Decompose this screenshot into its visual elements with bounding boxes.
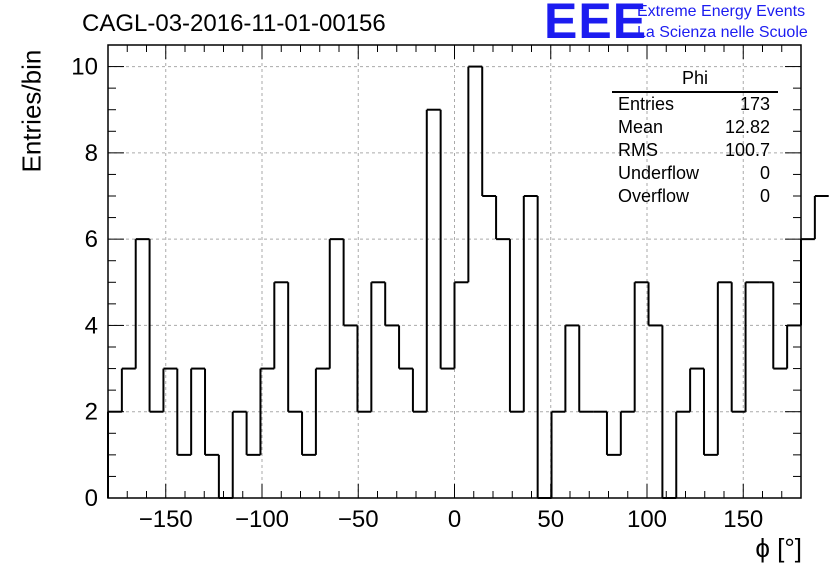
y-tick-label: 10 [71,54,98,81]
stats-row-entries: Entries 173 [612,93,778,116]
x-tick-label: −100 [235,506,289,533]
stats-label: RMS [618,140,658,160]
stats-label: Underflow [618,163,700,183]
stats-label: Overflow [618,186,690,206]
stats-row-mean: Mean 12.82 [612,116,778,139]
y-tick-label: 6 [85,226,98,253]
x-axis-label: ϕ [°] [755,533,802,563]
stats-row-rms: RMS 100.7 [612,139,778,162]
x-tick-label: 0 [448,506,461,533]
stats-row-overflow: Overflow 0 [612,185,778,208]
logo-subtitle-line2: La Scienza nelle Scuole [637,24,808,41]
y-tick-label: 0 [85,485,98,512]
stats-title: Phi [612,68,778,93]
stats-label: Mean [618,117,664,137]
x-tick-label: −150 [139,506,193,533]
stats-box: Phi Entries 173 Mean 12.82 RMS 100.7 Und… [612,68,778,208]
tick-labels: −150 −100 −50 0 50 100 150 0 2 4 6 8 10 [71,54,763,533]
stats-row-underflow: Underflow 0 [612,162,778,185]
stats-value: 173 [739,94,770,114]
y-tick-label: 8 [85,140,98,167]
y-tick-label: 2 [85,399,98,426]
stats-value: 0 [759,186,770,206]
x-tick-label: −50 [338,506,379,533]
logo-subtitle-line1: Extreme Energy Events [637,3,806,20]
stats-value: 100.7 [724,140,770,160]
x-tick-label: 100 [627,506,667,533]
plot-frame [107,44,802,499]
stats-label: Entries [618,94,675,114]
y-axis-label: Entries/bin [16,49,47,173]
eee-logo: EEE [544,0,648,49]
stats-value: 0 [759,163,770,183]
stats-value: 12.82 [724,117,770,137]
x-tick-label: 150 [723,506,763,533]
x-tick-label: 50 [537,506,564,533]
y-tick-label: 4 [85,312,98,339]
run-title: CAGL-03-2016-11-01-00156 [82,10,386,37]
